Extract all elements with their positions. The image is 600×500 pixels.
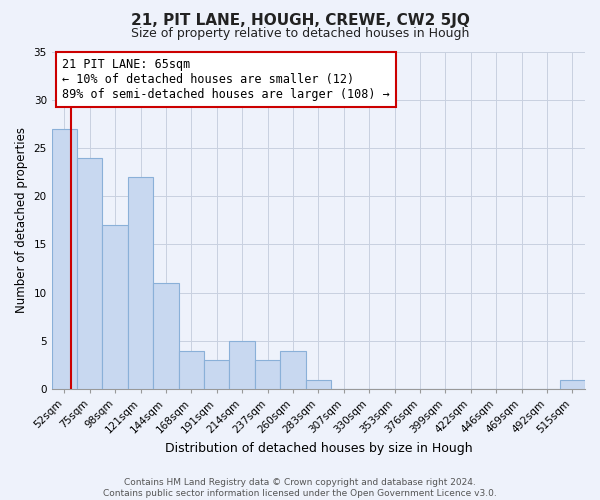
Bar	[103, 225, 128, 389]
Bar	[52, 128, 77, 389]
Y-axis label: Number of detached properties: Number of detached properties	[15, 128, 28, 314]
Text: Size of property relative to detached houses in Hough: Size of property relative to detached ho…	[131, 28, 469, 40]
Text: Contains HM Land Registry data © Crown copyright and database right 2024.
Contai: Contains HM Land Registry data © Crown c…	[103, 478, 497, 498]
Text: 21, PIT LANE, HOUGH, CREWE, CW2 5JQ: 21, PIT LANE, HOUGH, CREWE, CW2 5JQ	[131, 12, 469, 28]
Bar	[153, 283, 179, 389]
Bar	[77, 158, 103, 389]
Bar	[280, 350, 305, 389]
Bar	[255, 360, 280, 389]
Bar	[560, 380, 585, 389]
Bar	[305, 380, 331, 389]
Text: 21 PIT LANE: 65sqm
← 10% of detached houses are smaller (12)
89% of semi-detache: 21 PIT LANE: 65sqm ← 10% of detached hou…	[62, 58, 390, 102]
Bar	[179, 350, 204, 389]
Bar	[204, 360, 229, 389]
X-axis label: Distribution of detached houses by size in Hough: Distribution of detached houses by size …	[164, 442, 472, 455]
Bar	[229, 341, 255, 389]
Bar	[128, 177, 153, 389]
